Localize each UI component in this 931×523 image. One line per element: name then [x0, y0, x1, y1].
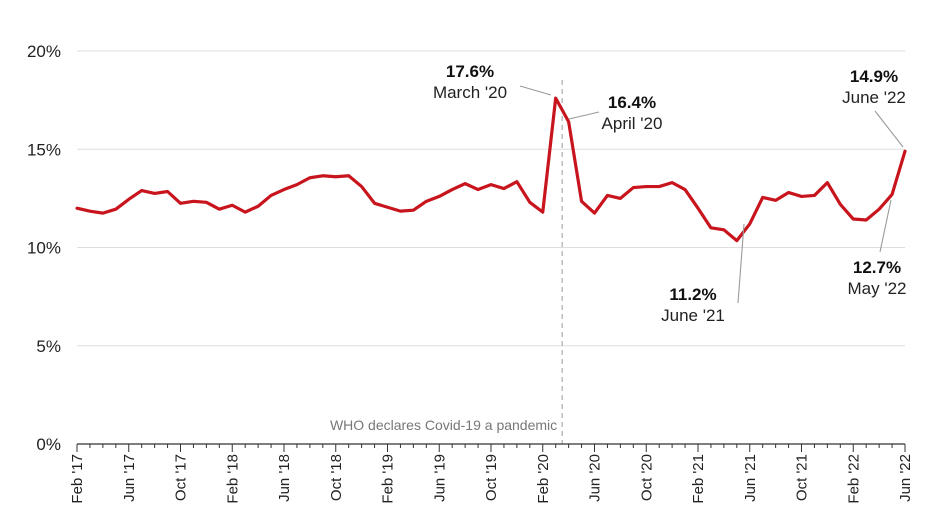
annotation-date: May '22 [848, 279, 907, 298]
annotation-value: 12.7% [853, 258, 901, 277]
annotation-leader [737, 223, 745, 304]
x-tick-label: Oct '18 [328, 454, 345, 501]
x-tick-label: Feb '19 [380, 454, 397, 504]
y-axis-ticks: 0% 5% 10% 15% 20% [27, 42, 61, 454]
x-tick-label: Feb '22 [845, 454, 862, 504]
x-tick-label: Feb '21 [690, 454, 707, 504]
event-label: WHO declares Covid-19 a pandemic [330, 417, 557, 433]
annotation-date: June '22 [842, 88, 906, 107]
annotation-leader [879, 199, 892, 253]
x-axis: Feb '17 Jun '17 Oct '17 Feb '18 Jun '18 Oct '… [69, 443, 914, 504]
x-tick-label: Jun '17 [121, 454, 138, 502]
annotation-date: April '20 [602, 114, 663, 133]
x-tick-label: Feb '18 [224, 454, 241, 504]
annotation: 14.9% June '22 [842, 67, 906, 148]
annotation-date: March '20 [433, 83, 507, 102]
y-tick-label: 0% [36, 435, 61, 454]
x-tick-label: Jun '21 [742, 454, 759, 502]
annotation-date: June '21 [661, 306, 725, 325]
x-tick-label: Oct '20 [638, 454, 655, 501]
series-group [75, 96, 907, 243]
x-tick-label: Jun '18 [276, 454, 293, 502]
series-line [75, 96, 907, 243]
x-tick-label: Oct '17 [173, 454, 190, 501]
annotation: 16.4% April '20 [568, 93, 663, 133]
x-tick-label: Oct '21 [794, 454, 811, 501]
annotation-value: 17.6% [446, 62, 494, 81]
annotation: 12.7% May '22 [848, 199, 907, 298]
annotation-value: 16.4% [608, 93, 656, 112]
annotation: 17.6% March '20 [433, 62, 552, 102]
event-marker: WHO declares Covid-19 a pandemic [330, 80, 563, 444]
x-tick-label: Jun '19 [431, 454, 448, 502]
y-tick-label: 20% [27, 42, 61, 61]
annotation-leader [874, 110, 904, 148]
x-tick-label: Oct '19 [483, 454, 500, 501]
x-tick-label: Jun '22 [897, 454, 914, 502]
annotation-value: 11.2% [669, 285, 716, 304]
y-tick-label: 15% [27, 140, 61, 159]
x-tick-label: Feb '20 [535, 454, 552, 504]
gridlines [77, 50, 905, 347]
annotation-leader [568, 111, 600, 120]
x-tick-label: Feb '17 [69, 454, 86, 504]
annotations: 17.6% March '20 16.4% April '20 11.2% June '2… [433, 62, 907, 325]
annotation-leader [519, 85, 552, 96]
y-tick-label: 10% [27, 239, 61, 258]
annotation: 11.2% June '21 [661, 223, 745, 325]
x-tick-label: Jun '20 [587, 454, 604, 502]
annotation-value: 14.9% [850, 67, 898, 86]
y-tick-label: 5% [36, 337, 61, 356]
